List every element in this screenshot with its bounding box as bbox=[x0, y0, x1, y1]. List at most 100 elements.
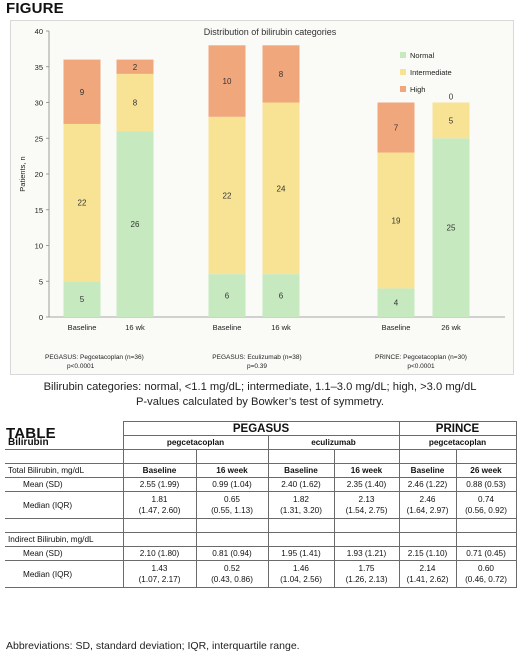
bar-data-label: 25 bbox=[447, 224, 456, 233]
table-total-mean-row: Mean (SD) 2.55 (1.99) 0.99 (1.04) 2.40 (… bbox=[5, 477, 517, 492]
bar-data-label: 5 bbox=[80, 295, 85, 304]
table-indirect-header-row: Indirect Bilirubin, mg/dL bbox=[5, 532, 517, 547]
y-tick-label: 30 bbox=[35, 99, 43, 108]
bar-segment-intermediate bbox=[63, 123, 101, 282]
group-label: PEGASUS: Eculizumab (n=38) bbox=[212, 354, 301, 361]
bar-segment-normal bbox=[116, 131, 154, 317]
bar-data-label: 0 bbox=[449, 93, 454, 102]
x-tick-label: 26 wk bbox=[441, 323, 461, 332]
bar-data-label: 7 bbox=[394, 124, 399, 133]
bar-data-label: 22 bbox=[78, 199, 87, 208]
table-spacer-row bbox=[5, 449, 517, 464]
bar-segment-high bbox=[262, 45, 300, 103]
table-total-median-row: Median (IQR) 1.81 (1.47, 2.60) 0.65 (0.55,… bbox=[5, 491, 517, 519]
group-pvalue: p=0.39 bbox=[247, 363, 267, 370]
legend-swatch-high bbox=[400, 86, 406, 92]
value-cell: 0.74 (0.56, 0.92) bbox=[455, 491, 517, 519]
bar-segment-normal bbox=[208, 274, 246, 317]
y-tick-label: 10 bbox=[35, 242, 43, 251]
study-pegasus: PEGASUS bbox=[122, 421, 400, 436]
bar-data-label: 24 bbox=[277, 184, 286, 193]
table-indirect-mean-row: Mean (SD) 2.10 (1.80) 0.81 (0.94) 1.95 (… bbox=[5, 546, 517, 561]
bar-segment-intermediate bbox=[116, 73, 154, 132]
bar-data-label: 19 bbox=[392, 216, 401, 225]
bilirubin-table: PEGASUS PRINCE Bilirubin pegcetacoplan e… bbox=[5, 421, 517, 588]
bar-data-label: 26 bbox=[131, 220, 140, 229]
x-tick-label: Baseline bbox=[382, 323, 411, 332]
bar-data-label: 5 bbox=[449, 116, 454, 125]
bar-segment-high bbox=[63, 59, 101, 124]
timepoint-cell: 16 week bbox=[333, 463, 400, 478]
bar-data-label: 6 bbox=[279, 292, 284, 301]
timepoint-cell: Baseline bbox=[398, 463, 457, 478]
bar-segment-normal bbox=[63, 281, 101, 317]
value-cell: 1.95 (1.41) bbox=[267, 546, 335, 561]
bilirubin-chart: Distribution of bilirubin categories 0 5 10… bbox=[10, 20, 514, 375]
group-label: PRINCE: Pegcetacoplan (n=30) bbox=[375, 354, 467, 361]
value-cell: 0.99 (1.04) bbox=[195, 477, 269, 492]
legend-swatch-intermediate bbox=[400, 69, 406, 75]
bar-segment-high bbox=[208, 45, 246, 117]
bar-segment-intermediate bbox=[377, 152, 415, 289]
value-cell: 0.88 (0.53) bbox=[455, 477, 517, 492]
value-cell: 1.82 (1.31, 3.20) bbox=[267, 491, 335, 519]
table-study-row: PEGASUS PRINCE bbox=[5, 421, 517, 436]
value-cell: 1.93 (1.21) bbox=[333, 546, 400, 561]
bar-data-label: 8 bbox=[279, 70, 284, 79]
drug-pegcetacoplan-prince: pegcetacoplan bbox=[398, 435, 517, 450]
timepoint-cell: 16 week bbox=[195, 463, 269, 478]
value-cell: 0.65 (0.55, 1.13) bbox=[195, 491, 269, 519]
x-tick-label: Baseline bbox=[68, 323, 97, 332]
x-tick-label: 16 wk bbox=[125, 323, 145, 332]
abbreviations-note: Abbreviations: SD, standard deviation; I… bbox=[6, 640, 300, 652]
study-prince: PRINCE bbox=[398, 421, 517, 436]
value-cell: 2.55 (1.99) bbox=[122, 477, 197, 492]
caption-line-2: P-values calculated by Bowker’s test of … bbox=[135, 396, 385, 408]
bar-data-label: 9 bbox=[80, 88, 85, 97]
y-tick-label: 40 bbox=[35, 27, 43, 36]
timepoint-cell: Baseline bbox=[267, 463, 335, 478]
bar-data-label: 8 bbox=[133, 99, 138, 108]
table-spacer-row bbox=[5, 518, 517, 533]
legend-swatch-normal bbox=[400, 52, 406, 58]
bar-segment-normal bbox=[262, 274, 300, 317]
value-cell: 0.60 (0.46, 0.72) bbox=[455, 560, 517, 588]
median-label: Median (IQR) bbox=[5, 560, 124, 588]
bar-segment-intermediate bbox=[262, 102, 300, 275]
y-axis-label: Patients, n bbox=[18, 156, 27, 191]
value-cell: 2.46 (1.64, 2.97) bbox=[398, 491, 457, 519]
bar-segment-normal bbox=[377, 288, 415, 317]
caption-line-1: Bilirubin categories: normal, <1.1 mg/dL… bbox=[43, 381, 477, 393]
legend-label-normal: Normal bbox=[410, 51, 435, 60]
bar-segment-intermediate bbox=[208, 116, 246, 275]
value-cell: 0.71 (0.45) bbox=[455, 546, 517, 561]
drug-eculizumab: eculizumab bbox=[267, 435, 400, 450]
mean-label: Mean (SD) bbox=[5, 546, 124, 561]
y-tick-label: 20 bbox=[35, 170, 43, 179]
bar-segment-high bbox=[377, 102, 415, 153]
bar-data-label: 6 bbox=[225, 292, 230, 301]
bar-data-label: 22 bbox=[223, 191, 232, 200]
legend-label-intermediate: Intermediate bbox=[410, 68, 452, 77]
chart-title: Distribution of bilirubin categories bbox=[204, 27, 337, 37]
median-label: Median (IQR) bbox=[5, 491, 124, 519]
value-cell: 2.35 (1.40) bbox=[333, 477, 400, 492]
x-tick-label: 16 wk bbox=[271, 323, 291, 332]
value-cell: 1.43 (1.07, 2.17) bbox=[122, 560, 197, 588]
figure-heading: FIGURE bbox=[6, 0, 64, 17]
table-total-header-row: Total Bilirubin, mg/dL Baseline 16 week … bbox=[5, 463, 517, 478]
bar-data-label: 10 bbox=[223, 77, 232, 86]
mean-label: Mean (SD) bbox=[5, 477, 124, 492]
value-cell: 1.81 (1.47, 2.60) bbox=[122, 491, 197, 519]
value-cell: 2.46 (1.22) bbox=[398, 477, 457, 492]
group-label: PEGASUS: Pegcetacoplan (n=36) bbox=[45, 354, 144, 361]
value-cell: 2.15 (1.10) bbox=[398, 546, 457, 561]
value-cell: 1.75 (1.26, 2.13) bbox=[333, 560, 400, 588]
y-tick-label: 0 bbox=[39, 313, 43, 322]
value-cell: 2.10 (1.80) bbox=[122, 546, 197, 561]
value-cell: 0.52 (0.43, 0.86) bbox=[195, 560, 269, 588]
y-tick-label: 35 bbox=[35, 63, 43, 72]
total-bilirubin-label: Total Bilirubin, mg/dL bbox=[5, 463, 124, 478]
bar-data-label: 4 bbox=[394, 299, 399, 308]
timepoint-cell: 26 week bbox=[455, 463, 517, 478]
